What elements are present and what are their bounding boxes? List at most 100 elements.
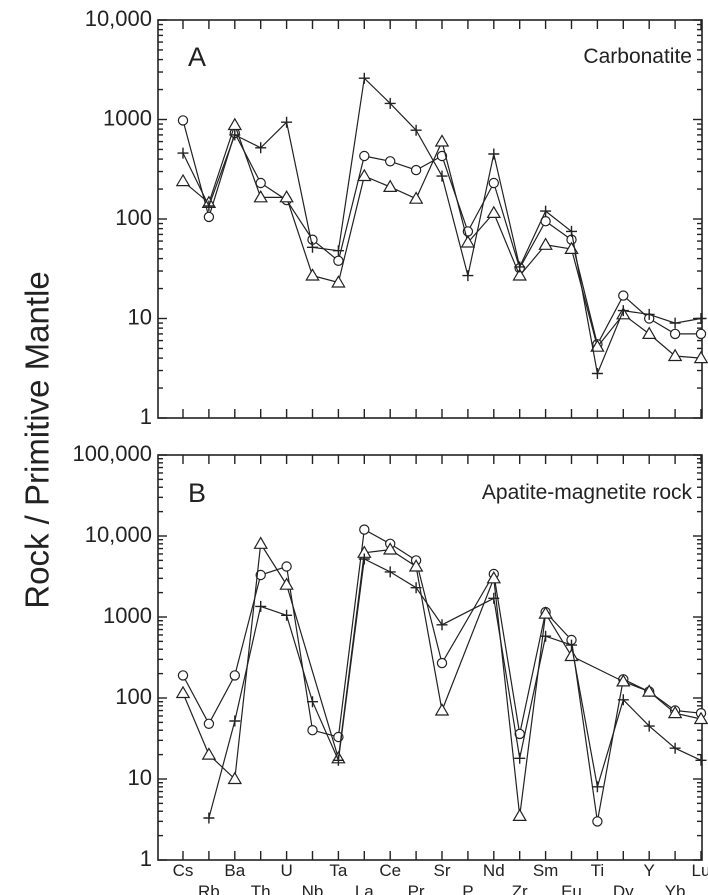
series-triangle: [175, 536, 708, 822]
x-tick-label: Sr: [434, 861, 451, 880]
data-point-plus: [229, 715, 241, 727]
x-tick-label: Pr: [408, 882, 425, 895]
data-point-triangle: [641, 684, 657, 697]
data-point-plus: [669, 742, 681, 754]
data-point-triangle: [641, 326, 657, 339]
data-point-triangle: [175, 173, 191, 187]
data-point-circle: [203, 211, 215, 223]
data-point-triangle: [512, 808, 527, 822]
panel-a-y-ticks: 1 10 100 1000 10,000: [85, 6, 702, 429]
x-tick-label: Dy: [613, 882, 634, 895]
data-point-triangle: [227, 771, 243, 785]
data-point-triangle: [486, 571, 502, 584]
y-tick-label: 1000: [103, 105, 152, 130]
data-point-circle: [669, 328, 681, 340]
data-point-triangle: [357, 168, 372, 182]
x-tick-label: Cs: [173, 861, 194, 880]
data-point-plus: [281, 116, 293, 128]
y-tick-label: 10,000: [85, 6, 152, 31]
y-tick-label: 100: [115, 205, 152, 230]
y-tick-label: 10: [128, 304, 152, 329]
data-point-triangle: [460, 235, 476, 248]
x-tick-label: U: [280, 861, 292, 880]
data-point-circle: [229, 670, 240, 681]
data-point-circle: [177, 670, 189, 681]
data-point-triangle: [408, 559, 424, 572]
series-plus: [203, 553, 707, 824]
data-point-plus: [643, 308, 655, 320]
data-point-plus: [307, 696, 318, 708]
data-point-triangle: [227, 117, 243, 131]
x-tick-label: Yb: [665, 882, 686, 895]
data-point-plus: [177, 147, 189, 159]
panel-b-title: Apatite-magnetite rock: [482, 481, 693, 504]
data-point-plus: [591, 368, 603, 379]
y-tick-label: 1: [140, 404, 152, 429]
y-tick-label: 100,000: [72, 441, 152, 466]
series-line-plus: [208, 558, 702, 819]
x-tick-label: P: [462, 882, 473, 895]
data-point-circle: [281, 561, 292, 572]
data-point-plus: [436, 170, 448, 182]
data-point-plus: [514, 752, 526, 764]
data-point-triangle: [201, 747, 217, 760]
data-point-triangle: [590, 339, 605, 352]
data-point-circle: [255, 569, 266, 581]
data-point-plus: [669, 317, 681, 329]
data-point-plus: [255, 600, 267, 612]
data-point-triangle: [538, 606, 553, 619]
y-tick-label: 1000: [103, 603, 152, 628]
x-tick-label: Sm: [533, 861, 559, 880]
x-tick-label: Th: [251, 882, 271, 895]
data-point-plus: [203, 200, 215, 212]
data-point-plus: [203, 812, 215, 824]
data-point-triangle: [434, 703, 450, 716]
data-point-plus: [358, 72, 370, 84]
data-point-triangle: [279, 190, 294, 203]
data-point-circle: [359, 524, 370, 535]
data-point-plus: [591, 781, 603, 793]
data-point-plus: [384, 566, 396, 578]
data-point-triangle: [382, 179, 398, 192]
data-point-plus: [488, 592, 500, 604]
x-tick-label: Rb: [198, 882, 220, 895]
data-point-triangle: [693, 711, 708, 725]
panel-b-frame: [157, 454, 703, 861]
data-point-plus: [566, 225, 577, 237]
data-point-circle: [385, 156, 396, 167]
data-point-triangle: [512, 268, 527, 281]
data-point-triangle: [279, 577, 294, 590]
x-tick-label: Lu: [692, 861, 708, 880]
data-point-triangle: [667, 705, 683, 719]
data-point-plus: [332, 754, 344, 766]
data-point-circle: [436, 150, 448, 162]
data-point-plus: [643, 720, 655, 732]
x-tick-label: Zr: [512, 882, 528, 895]
panel-a-series: [175, 72, 708, 379]
panel-b-y-ticks: 1 10 100 1000 10,000 100,000: [72, 441, 702, 871]
data-point-circle: [203, 718, 215, 730]
panel-b-letter: B: [188, 478, 206, 508]
data-point-circle: [410, 164, 422, 176]
data-point-plus: [436, 619, 448, 631]
series-line-plus: [182, 76, 702, 376]
x-tick-label: Y: [644, 861, 655, 880]
x-tick-label: Ta: [329, 861, 348, 880]
y-tick-label: 10,000: [85, 522, 152, 547]
data-point-triangle: [305, 268, 320, 281]
panel-a-letter: A: [188, 42, 206, 72]
data-point-plus: [514, 261, 526, 273]
data-point-circle: [436, 657, 448, 669]
series-plus: [177, 72, 707, 379]
data-point-triangle: [331, 275, 346, 288]
panel-b-series: [175, 524, 708, 827]
panel-b: B Apatite-magnetite rock 1 10 100 1000 10,00…: [72, 441, 708, 871]
x-tick-label: Nd: [483, 861, 505, 880]
data-point-triangle: [175, 685, 191, 699]
y-tick-label: 100: [115, 684, 152, 709]
data-point-plus: [695, 313, 707, 324]
data-point-triangle: [434, 134, 450, 147]
data-point-triangle: [408, 191, 424, 204]
data-point-circle: [359, 150, 370, 162]
